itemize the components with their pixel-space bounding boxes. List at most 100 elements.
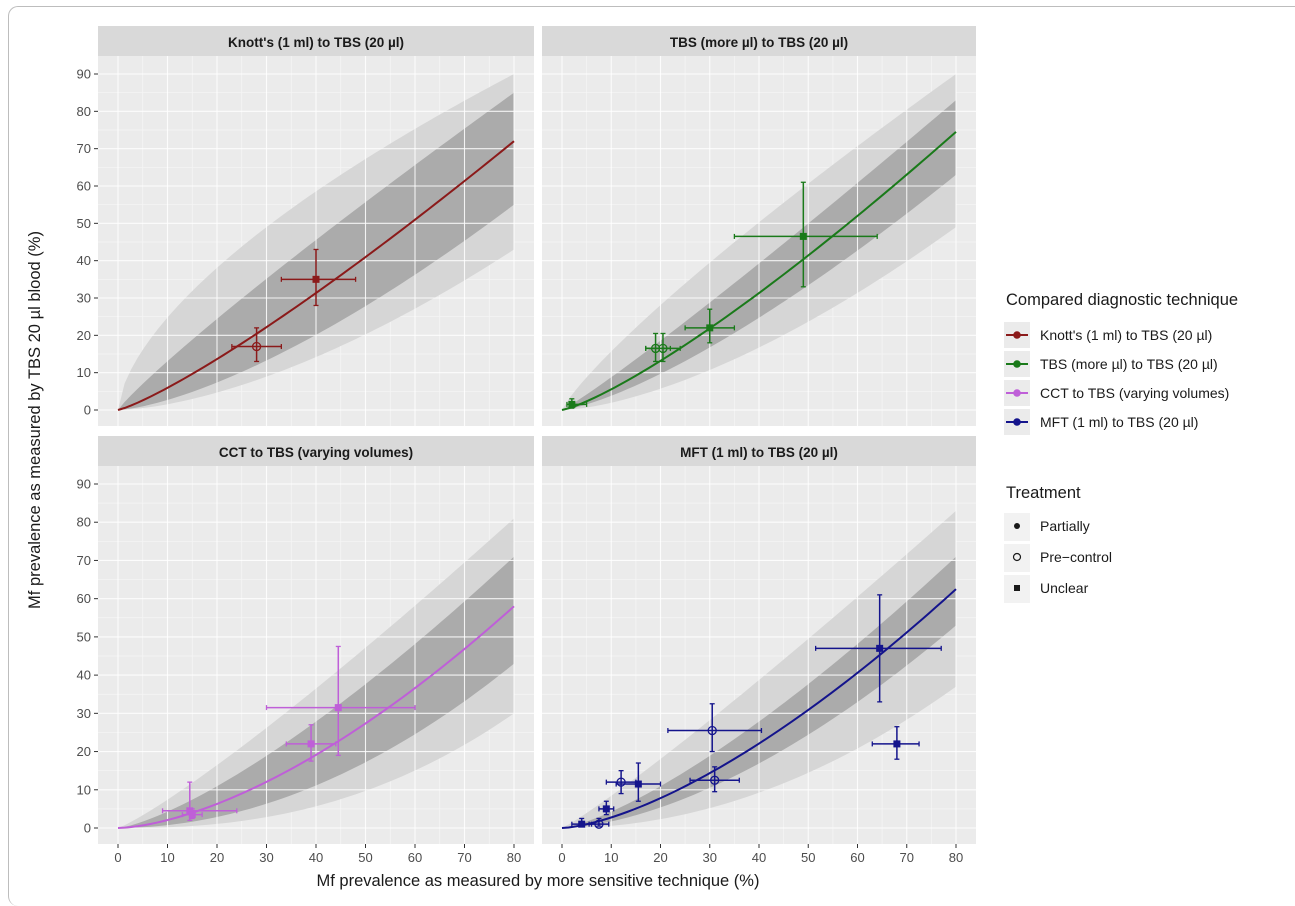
data-point (689, 766, 740, 793)
facet-strip (542, 26, 976, 56)
legend-key-point (1013, 389, 1021, 397)
marker-square (893, 740, 901, 748)
y-tick-label: 70 (77, 553, 91, 568)
y-axis-ticks: 0 10 20 30 40 50 60 70 80 90 (77, 477, 98, 836)
x-tick-label: 50 (358, 850, 372, 865)
facet-title: MFT (1 ml) to TBS (20 µl) (680, 445, 838, 460)
y-tick-label: 0 (84, 821, 91, 836)
data-point (615, 762, 662, 802)
y-tick-label: 30 (77, 291, 91, 306)
legend-item-label: MFT (1 ml) to TBS (20 µl) (1040, 414, 1198, 430)
data-point (265, 645, 416, 757)
y-tick-label: 20 (77, 328, 91, 343)
fitted-curve (117, 605, 515, 829)
x-tick-label: 50 (801, 850, 815, 865)
facet-strip (98, 26, 534, 56)
marker-square (706, 324, 714, 332)
data-point (667, 703, 763, 753)
fitted-curve (561, 131, 957, 411)
facet-panel-knott-s-1-ml-to-tbs-20-l: Knott's (1 ml) to TBS (20 µl) 0 10 20 30 40 50… (77, 26, 534, 426)
x-tick-label: 0 (114, 850, 121, 865)
y-tick-label: 0 (84, 403, 91, 418)
x-tick-label: 70 (457, 850, 471, 865)
x-tick-label: 30 (703, 850, 717, 865)
legend-item-partially: Partially (1004, 513, 1090, 541)
y-tick-label: 70 (77, 141, 91, 156)
x-tick-label: 80 (949, 850, 963, 865)
x-tick-label: 40 (309, 850, 323, 865)
legend-key-background (1004, 544, 1030, 572)
x-tick-label: 0 (558, 850, 565, 865)
legend-technique-title: Compared diagnostic technique (1006, 291, 1238, 309)
data-points (566, 181, 878, 409)
facet-strip (98, 436, 534, 466)
legend-item-mft-1-ml-to-tbs-20-l: MFT (1 ml) to TBS (20 µl) (1004, 409, 1198, 435)
data-point (814, 594, 942, 703)
major-grid (98, 466, 534, 844)
marker-square (307, 740, 315, 748)
data-point (871, 726, 920, 760)
data-point (733, 181, 878, 288)
y-tick-label: 90 (77, 67, 91, 82)
marker-square (188, 811, 196, 819)
y-tick-label: 40 (77, 668, 91, 683)
y-tick-label: 10 (77, 365, 91, 380)
data-point (645, 332, 681, 363)
x-tick-label: 10 (604, 850, 618, 865)
marker-square (799, 232, 807, 240)
data-point (588, 817, 610, 829)
marker-open-circle (594, 819, 604, 829)
x-axis-ticks: 0 10 20 30 40 50 60 70 80 (558, 844, 963, 865)
y-tick-label: 20 (77, 744, 91, 759)
y-tick-label: 80 (77, 515, 91, 530)
legend-item-label: Pre−control (1040, 549, 1112, 565)
facet-panel-tbs-more-l-to-tbs-20-l: TBS (more µl) to TBS (20 µl) (542, 26, 976, 426)
legend-item-label: Partially (1040, 518, 1090, 534)
y-axis-ticks: 0 10 20 30 40 50 60 70 80 90 (77, 67, 98, 418)
facet-panels: Knott's (1 ml) to TBS (20 µl) 0 10 20 30 40 50… (77, 26, 976, 865)
legend-item-tbs-more-l-to-tbs-20-l: TBS (more µl) to TBS (20 µl) (1004, 351, 1218, 377)
marker-open-circle (707, 725, 717, 736)
y-tick-label: 10 (77, 782, 91, 797)
y-tick-label: 40 (77, 253, 91, 268)
major-grid (542, 466, 976, 844)
legend-item-knott-s-1-ml-to-tbs-20-l: Knott's (1 ml) to TBS (20 µl) (1004, 322, 1212, 348)
y-tick-label: 60 (77, 591, 91, 606)
x-tick-label: 10 (160, 850, 174, 865)
marker-open-circle (658, 343, 668, 354)
data-point (684, 308, 736, 344)
data-point (280, 248, 357, 307)
data-point (598, 800, 615, 816)
marker-square (568, 400, 576, 408)
major-grid (98, 56, 534, 426)
facet-strip (542, 436, 976, 466)
legend-key-filled-circle (1014, 523, 1020, 529)
x-tick-label: 60 (850, 850, 864, 865)
major-grid (542, 56, 976, 426)
data-point (285, 724, 337, 762)
legend-item-label: Knott's (1 ml) to TBS (20 µl) (1040, 327, 1212, 343)
marker-square (634, 780, 642, 788)
data-point (566, 398, 588, 409)
legend-item-unclear: Unclear (1004, 575, 1089, 603)
facet-title: TBS (more µl) to TBS (20 µl) (670, 35, 848, 50)
facet-title: Knott's (1 ml) to TBS (20 µl) (228, 35, 404, 50)
marker-open-circle (251, 341, 262, 352)
marker-square (578, 820, 586, 828)
facet-panel-mft-1-ml-to-tbs-20-l: MFT (1 ml) to TBS (20 µl) 0 10 20 30 40 50 60 70… (542, 436, 976, 865)
legend-treatment-title: Treatment (1006, 484, 1081, 502)
x-tick-label: 20 (653, 850, 667, 865)
marker-square (602, 805, 610, 813)
x-tick-label: 60 (408, 850, 422, 865)
facet-title: CCT to TBS (varying volumes) (219, 445, 413, 460)
legend-item-pre-control: Pre−control (1004, 544, 1112, 572)
legend-key-point (1013, 418, 1021, 426)
facet-panel-cct-to-tbs-varying-volumes: CCT to TBS (varying volumes) 0 10 20 30 40 50 6… (77, 436, 534, 865)
marker-open-circle (710, 775, 720, 785)
marker-open-circle (616, 777, 626, 787)
data-point (181, 808, 203, 820)
y-tick-label: 50 (77, 629, 91, 644)
marker-square (312, 275, 320, 283)
legend-key-open-circle (1012, 552, 1022, 562)
